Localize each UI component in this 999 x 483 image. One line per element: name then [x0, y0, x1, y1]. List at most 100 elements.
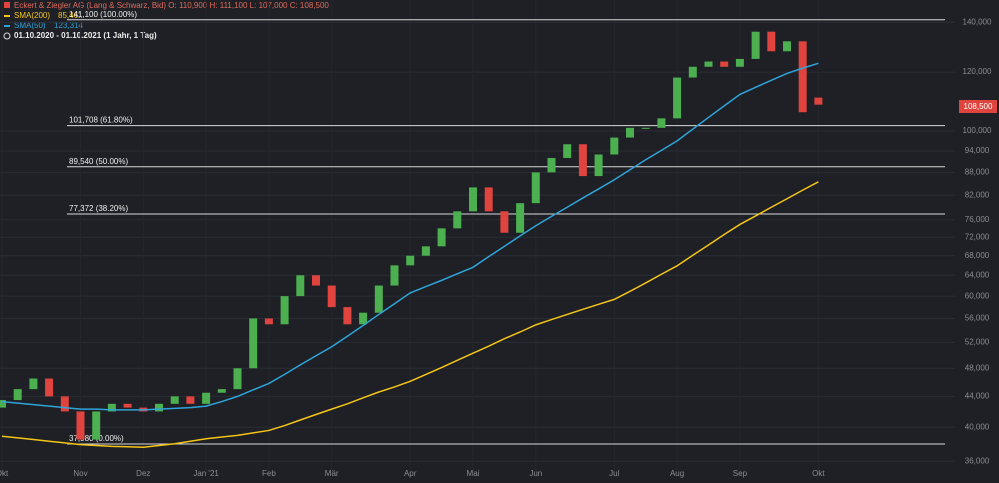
x-tick-label: Okt — [0, 469, 9, 478]
level-label: 141,100 (100.00%) — [69, 10, 137, 19]
x-tick-label: Mär — [325, 469, 339, 478]
y-tick-label: 140,000 — [963, 17, 992, 26]
y-tick-label: 76,000 — [965, 215, 990, 224]
candle — [343, 307, 352, 325]
candle — [626, 127, 634, 138]
candle — [296, 275, 305, 297]
y-tick-label: 72,000 — [965, 232, 990, 241]
x-tick-label: Jan '21 — [193, 469, 219, 478]
candle — [60, 396, 69, 412]
y-tick-label: 52,000 — [965, 338, 990, 347]
candle — [500, 211, 509, 233]
y-tick-label: 82,000 — [965, 190, 990, 199]
candle — [13, 389, 22, 401]
y-tick-label: 36,000 — [965, 456, 990, 465]
y-tick-label: 64,000 — [965, 270, 990, 279]
candle — [720, 61, 729, 67]
x-tick-label: Sep — [733, 469, 748, 478]
sma-line — [1, 181, 819, 448]
candle — [751, 31, 760, 59]
y-tick-label: 88,000 — [965, 167, 990, 176]
candle — [390, 265, 399, 286]
legend-value: 123,314 — [54, 21, 83, 30]
sma-line — [1, 62, 819, 411]
candle — [186, 396, 195, 404]
y-tick-label: 120,000 — [963, 67, 992, 76]
y-tick-label: 56,000 — [965, 314, 990, 323]
period: 01.10.2020 - 01.10.2021 (1 Jahr, 1 Tag) — [14, 31, 157, 40]
legend-name: SMA(50) — [14, 21, 46, 30]
level-label: 89,540 (50.00%) — [69, 157, 128, 166]
candle — [170, 396, 179, 404]
x-tick-label: Jul — [609, 469, 619, 478]
candle — [563, 144, 572, 158]
price-tag: 108,500 — [964, 102, 993, 111]
candle — [217, 389, 226, 393]
candle — [641, 127, 650, 129]
candle — [45, 378, 54, 397]
y-tick-label: 68,000 — [965, 251, 990, 260]
candle — [155, 403, 163, 412]
level-label: 101,708 (61.80%) — [69, 116, 133, 125]
x-tick-label: Apr — [404, 469, 417, 478]
candle — [453, 211, 462, 229]
header-icon — [4, 2, 10, 8]
candle — [421, 246, 430, 256]
y-tick-label: 40,000 — [965, 422, 990, 431]
candle — [29, 378, 38, 390]
x-tick-label: Okt — [812, 469, 825, 478]
chart-title: Eckert & Ziegler AG (Lang & Schwarz, Bid… — [14, 1, 329, 10]
candle — [0, 400, 6, 408]
candle — [814, 97, 823, 105]
level-label: 77,372 (38.20%) — [69, 204, 128, 213]
y-tick-label: 48,000 — [965, 363, 990, 372]
candle — [76, 411, 85, 440]
candle — [673, 77, 682, 119]
candle — [107, 403, 116, 412]
x-tick-label: Jun — [529, 469, 542, 478]
candle — [767, 31, 776, 52]
candle — [688, 66, 697, 78]
candle — [610, 137, 619, 155]
candle — [484, 187, 493, 212]
candle — [594, 154, 603, 177]
legend-value: 85,461 — [58, 11, 83, 20]
x-tick-label: Feb — [262, 469, 276, 478]
x-tick-label: Aug — [670, 469, 684, 478]
candle — [406, 255, 415, 266]
candle — [547, 157, 556, 173]
y-tick-label: 100,000 — [963, 126, 992, 135]
candle — [735, 58, 744, 67]
candle — [233, 368, 242, 390]
candle — [327, 285, 336, 308]
candle — [202, 392, 211, 404]
x-tick-label: Dez — [136, 469, 150, 478]
candle — [704, 61, 713, 67]
candle — [92, 411, 101, 440]
candle — [280, 296, 289, 325]
candle — [578, 144, 587, 177]
clock-icon — [3, 32, 11, 40]
y-tick-label: 60,000 — [965, 291, 990, 300]
x-tick-label: Nov — [73, 469, 87, 478]
candle — [469, 187, 477, 212]
legend-swatch — [4, 25, 10, 27]
legend-swatch — [4, 15, 10, 17]
price-tag-box — [959, 100, 997, 113]
candle — [798, 41, 807, 113]
candle — [516, 203, 525, 233]
y-tick-label: 94,000 — [965, 146, 990, 155]
candle — [531, 172, 540, 204]
x-tick-label: Mai — [467, 469, 480, 478]
candle — [249, 318, 258, 369]
candle — [312, 275, 320, 286]
candle — [123, 403, 132, 408]
candle — [657, 118, 666, 128]
candle — [359, 312, 368, 325]
candle — [374, 285, 383, 313]
y-tick-label: 44,000 — [965, 391, 990, 400]
candle — [783, 41, 791, 52]
legend-name: SMA(200) — [14, 11, 50, 20]
